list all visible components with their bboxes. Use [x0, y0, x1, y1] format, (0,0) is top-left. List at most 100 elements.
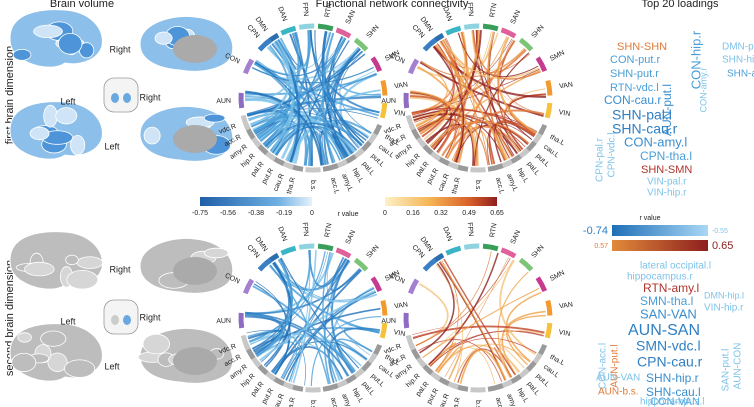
region	[29, 126, 50, 141]
node-label: cau.R	[273, 393, 286, 407]
node-arc	[317, 23, 334, 32]
loading-word: SMN-tha.l	[640, 294, 693, 308]
chord	[503, 88, 546, 152]
midline	[173, 125, 217, 153]
chord	[244, 315, 350, 377]
node-label: VAN	[559, 82, 574, 91]
region	[24, 261, 55, 277]
loading-word: AUN-put.l	[660, 84, 674, 136]
chord	[501, 310, 546, 376]
chord	[437, 346, 462, 380]
node-label: b.s.	[309, 180, 316, 191]
node-label: tha.R	[451, 397, 462, 407]
chord	[435, 260, 459, 372]
node-label: put.R	[426, 167, 440, 185]
region	[64, 359, 96, 378]
chord	[493, 127, 513, 160]
node-label: vdc.R	[383, 343, 402, 356]
chord	[253, 115, 287, 143]
chord	[324, 128, 344, 164]
chord	[245, 96, 281, 127]
region	[17, 332, 32, 343]
node-arc	[298, 243, 315, 250]
node-label: AUN	[381, 98, 396, 106]
chord	[280, 257, 360, 369]
chord	[434, 44, 508, 161]
chord	[280, 258, 346, 379]
node-arc	[257, 257, 273, 272]
node-label: RTN	[324, 3, 333, 18]
node-label: b.s.	[474, 400, 481, 407]
chord	[411, 107, 536, 136]
chord	[256, 341, 342, 380]
node-arc	[403, 312, 410, 329]
node-label: DAN	[441, 226, 453, 242]
colorbar-tick: 0.32	[434, 210, 448, 217]
node-label: FPN	[466, 222, 474, 237]
node-label: VAN	[559, 302, 574, 311]
region	[66, 269, 99, 290]
chord	[250, 39, 292, 127]
loading-word: AUN-SAN	[628, 322, 700, 339]
region	[204, 247, 229, 259]
chord	[453, 343, 531, 382]
node-label: FPN	[301, 222, 309, 237]
chord	[488, 31, 515, 156]
node-arc	[545, 79, 553, 96]
subcortex	[111, 93, 119, 103]
node-arc	[353, 37, 369, 52]
loading-word: RTN-amy.l	[643, 281, 699, 295]
colorbar-tick: 0	[383, 210, 387, 217]
loading-word: CON-put.r	[610, 54, 660, 66]
node-label: SMN	[549, 269, 566, 282]
node-label: put.R	[426, 387, 440, 405]
loading-word: AUN-put.l	[610, 344, 621, 387]
region	[154, 31, 173, 45]
title: Brain volume	[50, 0, 114, 10]
subcortex	[123, 93, 131, 103]
node-label: pal.L	[525, 161, 540, 177]
node-arc	[322, 383, 339, 392]
node-label: amy.L	[340, 173, 353, 193]
colorbar-tick: -0.38	[248, 210, 264, 217]
node-arc	[380, 299, 388, 316]
chord	[439, 260, 507, 381]
loading-word: SHN-pal.l	[612, 107, 672, 123]
loading-word: CPN-cau.r	[637, 354, 703, 370]
node-arc	[405, 334, 416, 351]
colorbar-positive	[385, 197, 497, 206]
node-label: pal.R	[250, 381, 266, 398]
loading-word: SHN-cau.l	[646, 385, 701, 399]
chord	[443, 38, 540, 79]
loading-word: DMN-put.l	[722, 42, 754, 53]
midline	[173, 347, 217, 375]
node-label: put.L	[534, 153, 550, 169]
midline	[173, 257, 217, 285]
loading-word: SHN-cau.r	[612, 121, 678, 137]
node-arc	[240, 114, 251, 131]
chord	[420, 48, 526, 78]
node-label: vdc.R	[383, 123, 402, 136]
chord	[247, 53, 366, 117]
node-arc	[445, 245, 462, 256]
node-label: SAN	[510, 229, 522, 245]
node-label: tha.L	[549, 134, 566, 148]
node-label: VAN	[394, 82, 409, 91]
node-label: put.L	[534, 373, 550, 389]
coronal	[103, 299, 139, 335]
node-label: hip.L	[516, 167, 530, 184]
node-arc	[380, 79, 388, 96]
loading-word: AUN-b.s.	[598, 387, 639, 398]
node-label: AUN	[216, 98, 231, 106]
chord	[248, 250, 326, 342]
node-label: pal.L	[360, 381, 375, 397]
region	[55, 107, 78, 125]
region	[11, 353, 37, 372]
chord	[436, 29, 479, 153]
region	[43, 104, 58, 128]
chord	[471, 30, 495, 66]
node-label: hip.L	[351, 167, 365, 184]
node-arc	[407, 58, 420, 75]
chord	[276, 125, 353, 156]
colorbar-tick: 0.65	[490, 210, 504, 217]
